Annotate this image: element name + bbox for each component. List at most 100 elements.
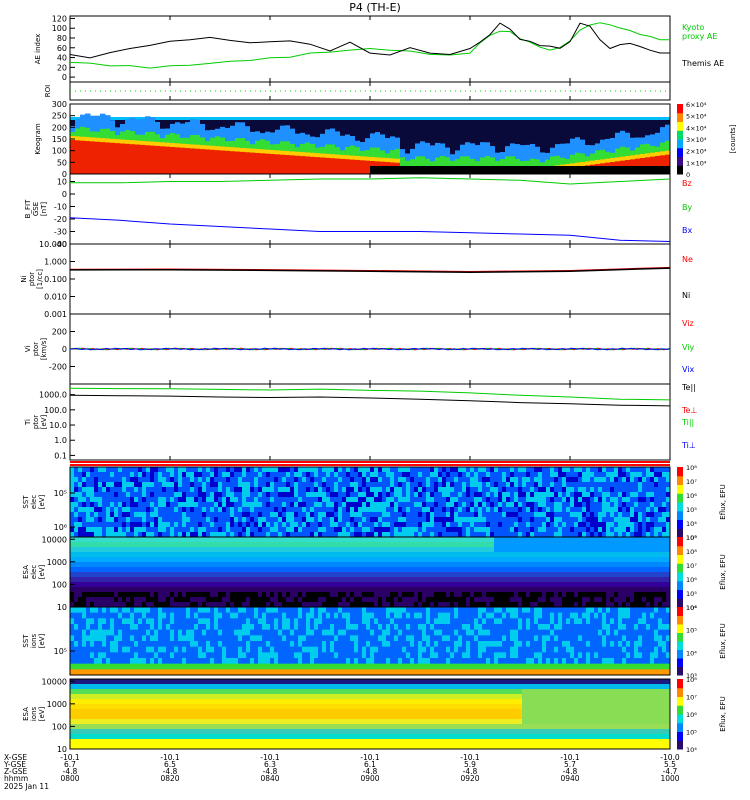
sst-elec-cell xyxy=(98,497,103,503)
sst-elec-cell xyxy=(250,522,255,528)
esa-elec-cell xyxy=(142,567,147,573)
esa-elec-cell xyxy=(370,582,375,588)
sst-elec-cell xyxy=(522,492,527,498)
sst-elec-cell xyxy=(70,492,75,498)
esa-elec-cell xyxy=(362,577,367,583)
sst-elec-cell xyxy=(522,487,527,493)
sst-elec-cell xyxy=(614,497,619,503)
sst-elec-cell xyxy=(498,527,503,533)
esa-elec-cell xyxy=(226,552,231,558)
sst-elec-cell xyxy=(330,497,335,503)
esa-elec-cell xyxy=(202,592,207,598)
esa-elec-cell xyxy=(306,587,311,593)
esa-elec-cell xyxy=(210,587,215,593)
esa-elec-cell xyxy=(106,572,111,578)
esa-elec-cell xyxy=(614,567,619,573)
esa-elec-cell xyxy=(222,552,227,558)
temperature-ylabel-line: [eV] xyxy=(40,414,48,429)
sst-elec-cell xyxy=(226,527,231,533)
esa-elec-cell xyxy=(282,592,287,598)
sst-elec-cell xyxy=(366,507,371,513)
esa-elec-cell xyxy=(138,537,143,543)
esa-elec-cell xyxy=(526,537,531,543)
sst-elec-cell xyxy=(618,522,623,528)
esa-elec-cell xyxy=(334,597,339,603)
sst-elec-cell xyxy=(278,487,283,493)
esa-elec-cell xyxy=(570,542,575,548)
sst-elec-cell xyxy=(518,472,523,478)
esa-elec-cell xyxy=(318,587,323,593)
esa-elec-cell xyxy=(398,557,403,563)
sst-elec-cell xyxy=(530,512,535,518)
esa-elec-cell xyxy=(502,577,507,583)
esa-elec-cell xyxy=(86,567,91,573)
sst-elec-cell xyxy=(470,487,475,493)
sst-elec-cell xyxy=(194,487,199,493)
esa-elec-cell xyxy=(630,592,635,598)
esa-elec-cell xyxy=(326,547,331,553)
esa-elec-cell xyxy=(210,577,215,583)
esa-elec-cell xyxy=(410,542,415,548)
esa-elec-cell xyxy=(262,582,267,588)
sst-elec-cell xyxy=(134,477,139,483)
esa-elec-cell xyxy=(270,582,275,588)
sst-elec-cell xyxy=(426,522,431,528)
sst-elec-cell xyxy=(514,477,519,483)
esa-elec-cell xyxy=(238,542,243,548)
esa-elec-cell xyxy=(322,552,327,558)
sst-elec-cell xyxy=(598,472,603,478)
sst-elec-cell xyxy=(570,527,575,533)
sst-elec-cell xyxy=(238,472,243,478)
sst-elec-cell xyxy=(578,517,583,523)
sst-elec-cell xyxy=(566,467,571,473)
esa-elec-cell xyxy=(130,567,135,573)
sst-elec-cell xyxy=(382,502,387,508)
esa-elec-cell xyxy=(330,597,335,603)
sst-elec-cell xyxy=(578,522,583,528)
esa-elec-cell xyxy=(506,587,511,593)
esa-elec-cell xyxy=(242,567,247,573)
sst-elec-cell xyxy=(394,507,399,513)
esa-elec-cell xyxy=(170,587,175,593)
sst-elec-cell xyxy=(378,532,383,538)
esa-elec-cell xyxy=(254,552,259,558)
esa-elec-cell xyxy=(114,537,119,543)
sst-elec-cell xyxy=(130,502,135,508)
sst-elec-cell xyxy=(258,517,263,523)
esa-elec-cell xyxy=(310,552,315,558)
sst-elec-cell xyxy=(662,482,667,488)
esa-elec-cell xyxy=(302,537,307,543)
sst-elec-cell xyxy=(454,532,459,538)
esa-elec-cell xyxy=(154,582,159,588)
esa-elec-cell xyxy=(594,582,599,588)
sst-elec-cell xyxy=(262,527,267,533)
esa-elec-cell xyxy=(298,582,303,588)
esa-elec-cell xyxy=(302,557,307,563)
esa-elec-cell xyxy=(622,567,627,573)
sst-elec-cell xyxy=(150,492,155,498)
sst-elec-cell xyxy=(186,477,191,483)
sst-elec-cell xyxy=(514,497,519,503)
esa-elec-cell xyxy=(394,567,399,573)
esa-elec-cell xyxy=(142,552,147,558)
sst-elec-cell xyxy=(126,497,131,503)
sst-elec-cell xyxy=(610,522,615,528)
esa-elec-cell xyxy=(302,542,307,548)
sst-elec-cell xyxy=(210,497,215,503)
esa-elec-cell xyxy=(470,557,475,563)
esa-elec-cell xyxy=(122,562,127,568)
esa-elec-cell xyxy=(182,537,187,543)
esa-elec-cell xyxy=(518,552,523,558)
sst-elec-cell xyxy=(526,487,531,493)
sst-elec-cell xyxy=(334,532,339,538)
esa-elec-cell xyxy=(434,577,439,583)
esa-elec-cell xyxy=(422,537,427,543)
sst-elec-cell xyxy=(126,507,131,513)
sst-elec-cell xyxy=(446,507,451,513)
sst-elec-cell xyxy=(650,497,655,503)
esa-elec-cell xyxy=(134,552,139,558)
sst-elec-cell xyxy=(370,497,375,503)
sst-elec-cell xyxy=(666,482,671,488)
temperature-tick-label: 10.0 xyxy=(49,421,67,430)
sst-elec-cell xyxy=(154,487,159,493)
